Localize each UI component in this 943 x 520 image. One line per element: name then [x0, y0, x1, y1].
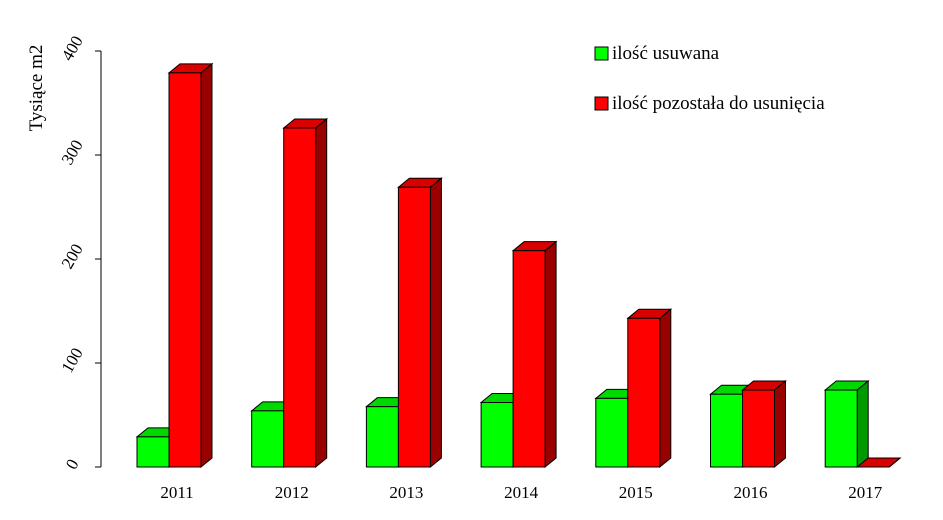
- bar-front: [283, 127, 317, 468]
- bar-side: [774, 379, 786, 469]
- bar-front: [824, 389, 858, 468]
- y-tick-label: 100: [58, 344, 87, 376]
- bar-side: [429, 177, 442, 469]
- x-tick-label: 2014: [504, 483, 539, 502]
- legend-swatch: [594, 46, 609, 61]
- bar-side: [856, 379, 869, 469]
- x-tick-label: 2015: [619, 483, 653, 502]
- bar-2015-remaining: [626, 308, 673, 469]
- bar-front: [512, 250, 546, 468]
- bar-front: [168, 72, 202, 468]
- legend-label: ilość usuwana: [612, 43, 720, 64]
- bar-front: [480, 402, 514, 468]
- bar-2016-remaining: [741, 379, 787, 469]
- y-tick-label: 0: [62, 456, 83, 473]
- bar-front: [365, 406, 399, 468]
- legend-item-removed: ilość usuwana: [594, 43, 720, 64]
- bar-front: [397, 186, 431, 468]
- y-tick-label: 300: [58, 136, 87, 168]
- bar-2011-remaining: [167, 62, 214, 469]
- bar-front: [595, 397, 629, 468]
- x-tick-label: 2013: [389, 483, 423, 502]
- bar-side: [315, 117, 328, 469]
- bar-front: [627, 317, 661, 468]
- bar-side: [659, 308, 672, 469]
- y-tick-label: 200: [58, 240, 87, 272]
- bar-2012-remaining: [282, 117, 329, 469]
- bar-front: [251, 410, 285, 468]
- bar-2013-remaining: [396, 177, 443, 469]
- legend: ilość usuwana ilość pozostała do usunięci…: [594, 43, 825, 114]
- x-tick-label: 2016: [734, 483, 768, 502]
- bar-2017-remaining: [855, 457, 902, 468]
- bar-2014-remaining: [511, 240, 558, 469]
- bar-side: [200, 62, 213, 469]
- bar-side: [888, 457, 901, 468]
- x-tick-label: 2017: [848, 483, 883, 502]
- legend-item-remaining: ilość pozostała do usunięcia: [594, 93, 825, 114]
- y-tick-label: 400: [58, 32, 87, 64]
- bar-front: [710, 393, 743, 468]
- legend-swatch: [594, 96, 609, 111]
- x-tick-label: 2011: [160, 483, 193, 502]
- bar-side: [544, 240, 557, 469]
- bar-2017-removed: [823, 379, 870, 469]
- x-tick-label: 2012: [275, 483, 309, 502]
- bar-front: [742, 389, 775, 468]
- legend-label: ilość pozostała do usunięcia: [612, 93, 825, 114]
- bar-front: [136, 436, 170, 468]
- y-axis-label: Tysiące m2: [26, 45, 47, 132]
- bars: [135, 62, 902, 469]
